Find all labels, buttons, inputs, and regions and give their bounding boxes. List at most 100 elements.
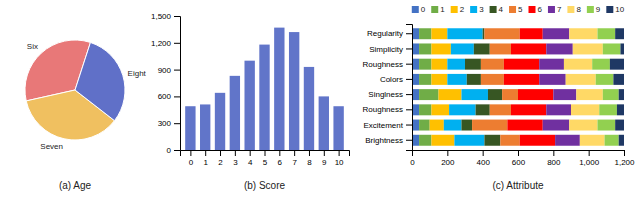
bar-segment	[484, 28, 519, 39]
tick-mark	[174, 70, 180, 71]
legend-label: 8	[576, 5, 581, 14]
legend-swatch	[567, 6, 574, 13]
bar-segment	[504, 59, 539, 70]
bar-segment	[431, 104, 449, 115]
bar-segment	[598, 120, 616, 131]
bar-segment	[546, 104, 571, 115]
bar-segment	[431, 135, 454, 146]
tick: 3	[233, 150, 238, 167]
bar-segment	[412, 59, 419, 70]
bar-segment	[603, 43, 621, 54]
bar-segment	[465, 59, 481, 70]
legend-swatch	[470, 6, 477, 13]
tick-label: 1,500	[151, 12, 172, 21]
tick: Singlness	[368, 90, 412, 99]
tick-label: 1,200	[151, 39, 172, 48]
series	[412, 28, 419, 145]
bar-segment	[412, 120, 419, 131]
tick: 400	[476, 150, 490, 167]
bar-segment	[412, 28, 419, 39]
tick-label: 8	[307, 158, 312, 167]
x-axis: 012345678910	[181, 150, 350, 167]
tick-mark	[406, 64, 412, 65]
bar-segment	[439, 89, 462, 100]
bar-segment	[546, 43, 573, 54]
bar-segment	[603, 89, 619, 100]
tick-mark	[294, 150, 295, 156]
bar-segment	[605, 135, 619, 146]
tick-label: 7	[292, 158, 297, 167]
bar-segment	[412, 74, 419, 85]
bar-segment	[476, 104, 490, 115]
tick-mark	[309, 150, 310, 156]
bar-segment	[617, 104, 624, 115]
legend-item: 5	[509, 5, 523, 14]
bar-segment	[490, 104, 511, 115]
legend-swatch	[587, 6, 594, 13]
tick-mark	[235, 150, 236, 156]
legend-label: 3	[479, 5, 484, 14]
tick-label: 5	[263, 158, 268, 167]
bar-segment	[576, 89, 603, 100]
bar-segment	[449, 104, 476, 115]
tick-mark	[406, 33, 412, 34]
bar-segment	[419, 59, 431, 70]
tick-label: Roughness	[363, 105, 403, 114]
pie: SixSevenEight	[25, 40, 147, 151]
tick-label: 1,200	[614, 158, 635, 167]
tick-mark	[406, 94, 412, 95]
tick: Roughness	[363, 60, 412, 69]
bar-segment	[615, 28, 624, 39]
bar	[215, 93, 225, 150]
bar-segment	[518, 89, 553, 100]
bar-segment	[461, 89, 488, 100]
tick: 200	[441, 150, 455, 167]
tick-label: 1,000	[579, 158, 600, 167]
tick-mark	[447, 150, 448, 156]
bar-segment	[419, 135, 431, 146]
bar-segment	[500, 135, 519, 146]
tick-label: Brightness	[365, 136, 403, 145]
tick-label: 400	[476, 158, 490, 167]
bar-segment	[419, 74, 431, 85]
bar-segment	[543, 120, 570, 131]
legend: 012345678910	[412, 5, 625, 14]
bar-segment	[474, 43, 490, 54]
x-axis: 02004006008001,0001,200	[410, 150, 635, 167]
bar-segment	[569, 120, 597, 131]
bar-segment	[511, 104, 546, 115]
legend-swatch	[509, 6, 516, 13]
tick-mark	[406, 125, 412, 126]
bar-segment	[502, 89, 518, 100]
legend-item: 10	[606, 5, 624, 14]
bar-segment	[412, 104, 419, 115]
tick-mark	[624, 150, 625, 156]
figure: SixSevenEight(a) Age01234567891003006009…	[0, 0, 640, 198]
tick: 9	[322, 150, 327, 167]
legend-swatch	[412, 6, 419, 13]
bar-segment	[419, 43, 431, 54]
tick-label: 3	[233, 158, 238, 167]
legend-item: 6	[529, 5, 543, 14]
tick-label: 1	[203, 158, 208, 167]
tick: 6	[278, 150, 283, 167]
tick-mark	[174, 43, 180, 44]
bar-segment	[484, 135, 500, 146]
bar-segment	[412, 89, 419, 100]
bar-segment	[490, 43, 511, 54]
tick-mark	[174, 123, 180, 124]
tick-label: 6	[278, 158, 283, 167]
axis-line	[174, 17, 181, 151]
chart-title: (a) Age	[59, 180, 92, 191]
bar	[333, 106, 343, 150]
bar-segment	[580, 135, 605, 146]
tick: 600	[158, 92, 180, 101]
bar-segment	[451, 43, 474, 54]
tick: Roughness	[363, 105, 412, 114]
legend-item: 3	[470, 5, 484, 14]
bar-segment	[592, 59, 610, 70]
legend-item: 7	[548, 5, 562, 14]
tick-mark	[483, 150, 484, 156]
series	[610, 28, 624, 145]
tick-label: 800	[547, 158, 561, 167]
